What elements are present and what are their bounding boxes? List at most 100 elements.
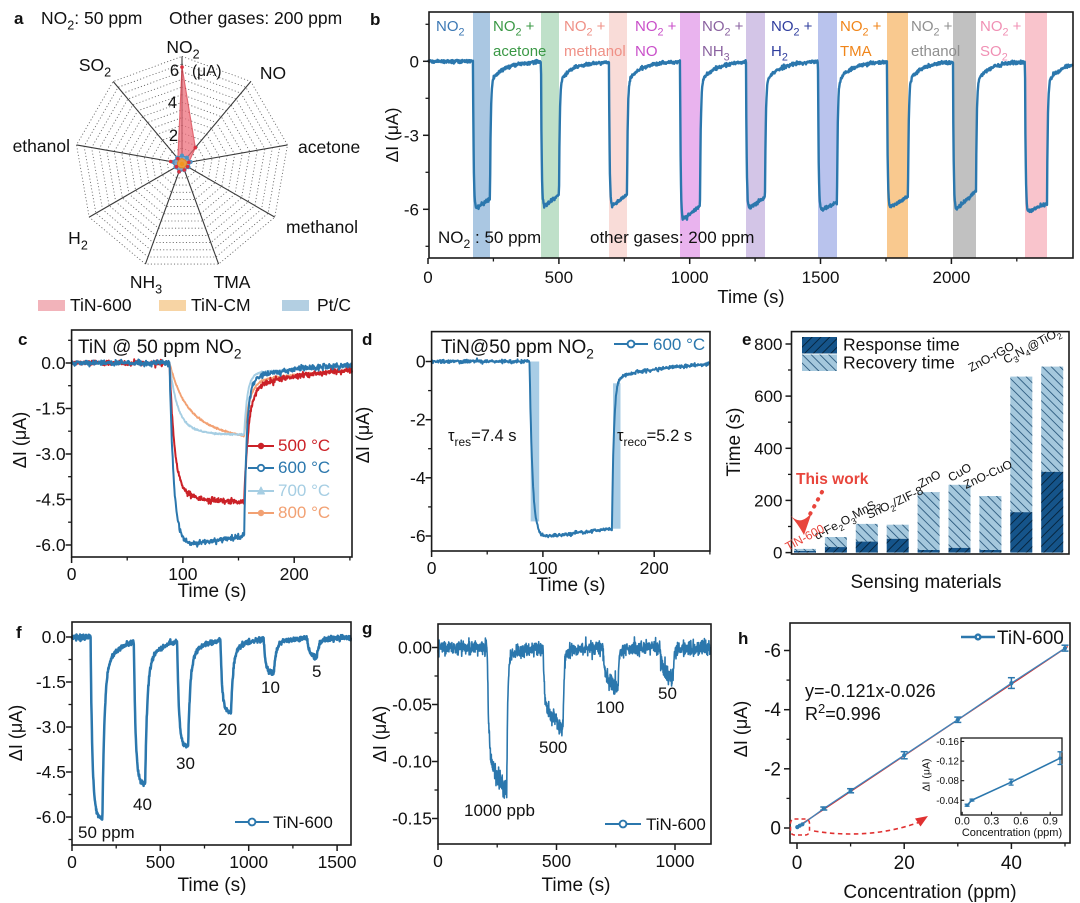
svg-text:200: 200 [640,558,669,578]
svg-text:NO2​ +: NO2​ + [493,18,535,39]
svg-text:a: a [14,9,24,28]
svg-text:1500: 1500 [318,852,357,872]
svg-text:TMA: TMA [840,43,872,60]
svg-text:Concentration (ppm): Concentration (ppm) [962,827,1062,839]
svg-text:-0.12: -0.12 [936,757,959,768]
svg-text:Concentration (ppm): Concentration (ppm) [843,882,1016,903]
svg-text:ΔI (μA): ΔI (μA) [382,108,402,163]
svg-text:ΔI (μA): ΔI (μA) [370,706,390,762]
svg-text:-6: -6 [764,641,781,662]
svg-text:NO2​ +: NO2​ + [771,18,813,39]
svg-text:ΔI (μA): ΔI (μA) [10,412,30,468]
svg-text:-0.10: -0.10 [392,752,432,772]
svg-text:1000: 1000 [656,851,695,871]
svg-text:-0.08: -0.08 [936,776,959,787]
svg-text:ΔI (μA): ΔI (μA) [921,759,933,792]
svg-text:Other gases: 200 ppm: Other gases: 200 ppm [169,8,342,28]
svg-text:R2​=0.996: R2​=0.996 [805,701,881,724]
svg-text:acetone: acetone [493,43,546,60]
svg-text:-4: -4 [764,700,781,721]
svg-text:0.0: 0.0 [42,627,67,647]
svg-text:100: 100 [528,558,557,578]
svg-text:30: 30 [176,754,195,773]
svg-text:-0.15: -0.15 [392,809,432,829]
svg-text:τres​=7.4 s: τres​=7.4 s [448,427,516,449]
svg-text:Time (s): Time (s) [724,408,745,477]
svg-text:0.9: 0.9 [1043,816,1058,828]
svg-text:0.3: 0.3 [984,816,999,828]
svg-text:400: 400 [754,439,782,458]
svg-text:700 °C: 700 °C [278,481,330,500]
svg-text:Response time: Response time [843,335,960,355]
svg-text:NO2​: NO2​ [436,18,465,39]
svg-text:20: 20 [218,720,237,739]
svg-text:NO2​ +: NO2​ + [911,18,953,39]
svg-text:6: 6 [170,62,179,80]
svg-text:-4.5: -4.5 [35,489,65,509]
svg-text:-1.5: -1.5 [35,398,65,418]
svg-text:SO2​: SO2​ [79,55,111,79]
svg-text:NO2​ +: NO2​ + [635,18,677,39]
svg-text:200: 200 [280,564,309,584]
svg-text:1000 ppb: 1000 ppb [464,801,535,820]
svg-text:b: b [370,10,380,29]
svg-text:100: 100 [596,698,624,717]
svg-text:-3: -3 [404,126,419,145]
svg-text:methanol: methanol [286,217,358,237]
svg-text:0.00: 0.00 [398,638,432,658]
svg-text:20: 20 [894,853,915,874]
svg-text:NO2​ +: NO2​ + [840,18,882,39]
svg-text:TiN-600: TiN-600 [273,813,333,832]
svg-text:-6: -6 [404,200,419,219]
svg-text:methanol: methanol [564,43,626,60]
svg-text:0: 0 [773,544,782,563]
svg-text:800 °C: 800 °C [278,503,330,522]
svg-text:TiN @ 50 ppm NO2​: TiN @ 50 ppm NO2​ [78,337,241,362]
svg-text:other gases: 200 ppm: other gases: 200 ppm [590,228,754,247]
svg-text:0.6: 0.6 [1013,816,1028,828]
svg-text:0: 0 [416,352,426,372]
svg-text:TMA: TMA [214,272,251,292]
svg-text:0.0: 0.0 [41,353,66,373]
svg-text:NO: NO [635,43,658,60]
svg-text:800: 800 [754,335,782,354]
svg-text:0: 0 [770,819,781,840]
svg-text:f: f [16,623,22,642]
svg-text:ethanol: ethanol [911,43,960,60]
svg-text:0: 0 [792,853,803,874]
svg-text:TiN-600: TiN-600 [646,815,706,834]
svg-text:NH3​: NH3​ [130,272,162,296]
svg-text:g: g [362,619,372,638]
svg-text:H2​: H2​ [771,43,788,64]
svg-text:600: 600 [754,387,782,406]
svg-text:Time (s): Time (s) [542,875,611,896]
svg-text:SO2​: SO2​ [980,43,1008,64]
svg-text:ΔI (μA): ΔI (μA) [353,407,373,463]
svg-text:-2: -2 [410,410,426,430]
svg-text:100: 100 [168,564,197,584]
svg-text:This work: This work [796,471,869,488]
svg-text:-0.05: -0.05 [392,695,432,715]
svg-text:-3.0: -3.0 [35,444,65,464]
svg-text:1500: 1500 [802,268,840,287]
svg-text:500: 500 [539,738,567,757]
svg-text:NO2​: 50 ppm: NO2​: 50 ppm [41,8,142,32]
svg-text:H2​: H2​ [68,228,88,252]
svg-text:1000: 1000 [229,852,268,872]
svg-text:2000: 2000 [932,268,970,287]
svg-text:Time (s): Time (s) [537,575,606,596]
svg-text:h: h [738,629,748,648]
svg-text:ethanol: ethanol [13,136,70,156]
svg-text:Recovery time: Recovery time [843,353,955,373]
svg-text:10: 10 [261,678,280,697]
svg-text:TiN-600: TiN-600 [70,295,132,315]
svg-text:Time (s): Time (s) [178,581,247,602]
svg-text:ΔI (μA): ΔI (μA) [6,705,26,761]
svg-text:40: 40 [1001,853,1022,874]
svg-text:1000: 1000 [671,268,709,287]
svg-text:0: 0 [433,851,443,871]
svg-text:-6.0: -6.0 [35,535,65,555]
svg-text:y=-0.121x-0.026: y=-0.121x-0.026 [805,681,936,701]
svg-text:0: 0 [410,52,419,71]
svg-text:-4.5: -4.5 [36,762,66,782]
